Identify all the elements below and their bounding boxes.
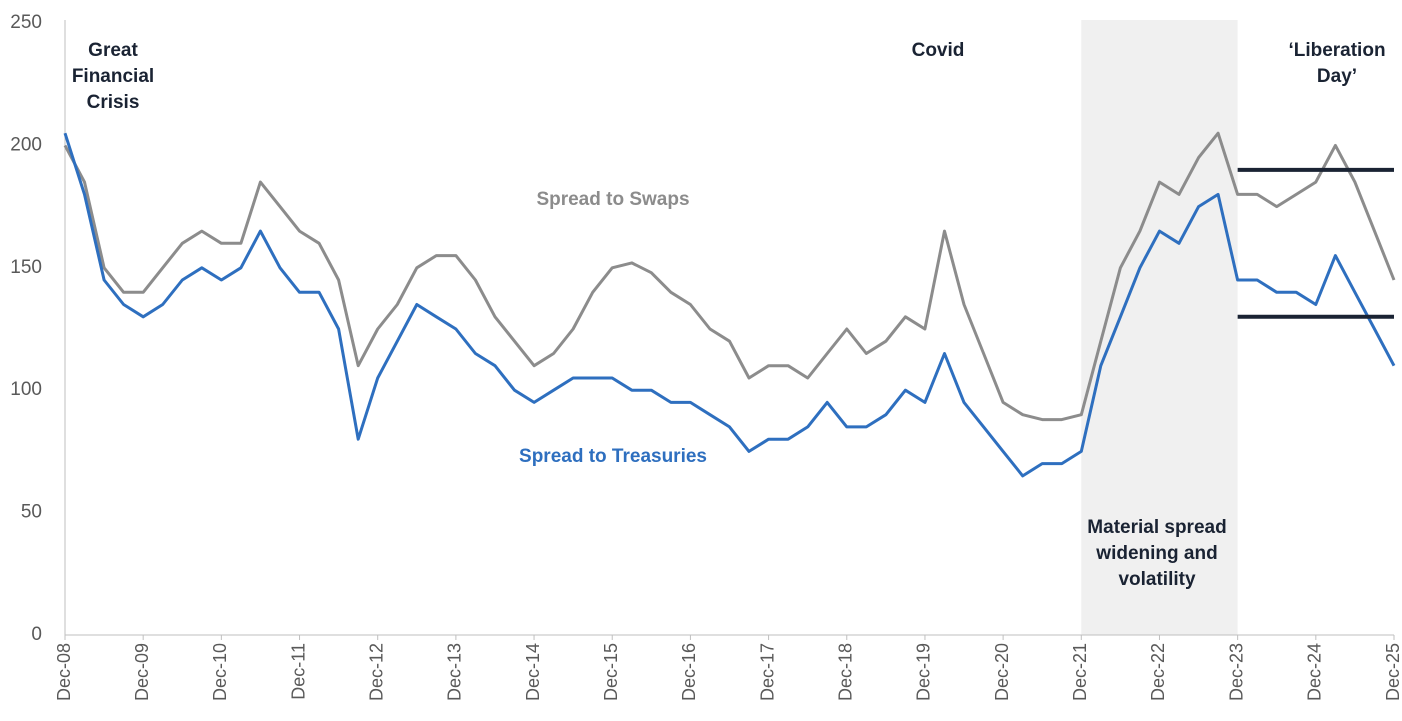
y-tick-label: 0 bbox=[31, 624, 42, 645]
shaded-region bbox=[1081, 20, 1238, 635]
x-tick-label: Dec-08 bbox=[54, 643, 74, 701]
annotation: Great Financial Crisis bbox=[71, 40, 155, 113]
x-tick-label: Dec-16 bbox=[679, 643, 699, 701]
series-line bbox=[63, 131, 1396, 422]
annotation: Covid bbox=[911, 40, 965, 61]
x-tick-label: Dec-20 bbox=[992, 643, 1012, 701]
annotation: ‘Liberation Day’ bbox=[1288, 40, 1386, 87]
y-tick-label: 50 bbox=[21, 502, 42, 523]
x-tick-label: Dec-15 bbox=[601, 643, 621, 701]
x-tick-label: Dec-21 bbox=[1070, 643, 1090, 701]
series-line bbox=[63, 132, 1396, 478]
x-tick-label: Dec-09 bbox=[132, 643, 152, 701]
x-tick-label: Dec-18 bbox=[836, 643, 856, 701]
annotation: Material spread widening and volatility bbox=[1087, 517, 1227, 590]
x-tick-label: Dec-11 bbox=[288, 643, 308, 700]
x-tick-label: Dec-13 bbox=[445, 643, 465, 701]
x-tick-label: Dec-14 bbox=[523, 643, 543, 701]
x-tick-label: Dec-23 bbox=[1226, 643, 1246, 701]
x-tick-label: Dec-10 bbox=[210, 643, 230, 701]
y-tick-label: 150 bbox=[10, 257, 42, 278]
x-tick-label: Dec-19 bbox=[914, 643, 934, 701]
series-label: Spread to Swaps bbox=[536, 189, 689, 210]
x-tick-label: Dec-17 bbox=[757, 643, 777, 701]
series-label: Spread to Treasuries bbox=[519, 446, 707, 467]
x-tick-label: Dec-25 bbox=[1383, 643, 1402, 701]
x-tick-label: Dec-12 bbox=[366, 643, 386, 701]
x-tick-label: Dec-24 bbox=[1305, 643, 1325, 701]
y-tick-label: 200 bbox=[10, 134, 42, 155]
y-tick-label: 100 bbox=[10, 379, 42, 400]
x-tick-label: Dec-22 bbox=[1148, 643, 1168, 701]
y-tick-label: 250 bbox=[10, 12, 42, 33]
